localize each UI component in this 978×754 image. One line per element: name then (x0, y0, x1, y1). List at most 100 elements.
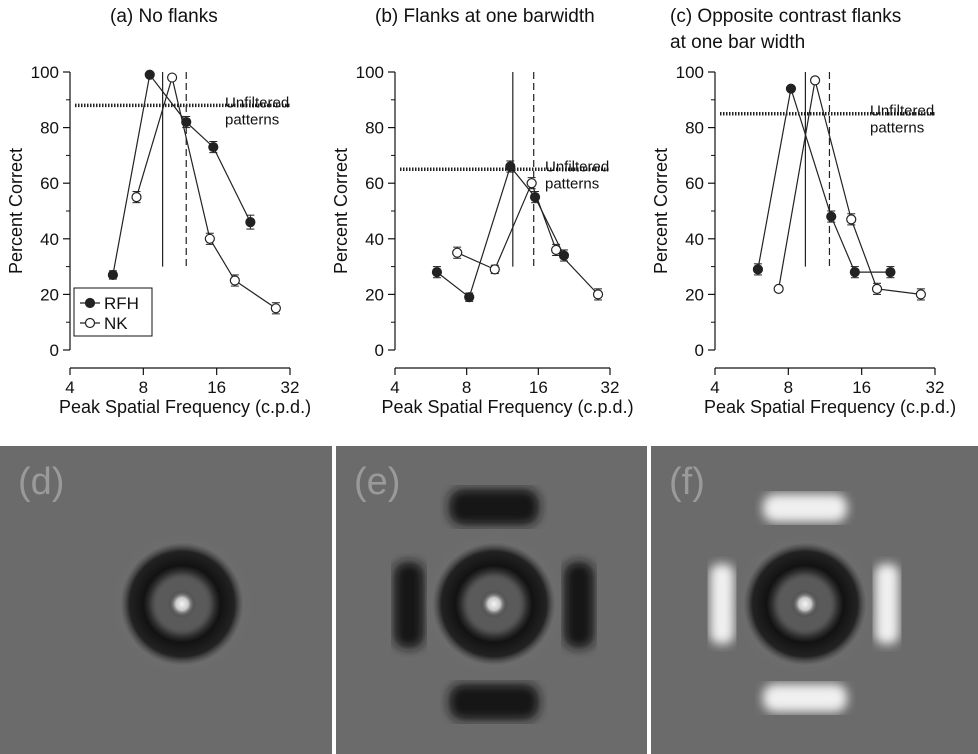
data-point-rfh (826, 211, 837, 222)
reference-label: patterns (545, 175, 599, 192)
y-tick-label: 0 (375, 341, 384, 360)
y-tick-label: 60 (365, 174, 384, 193)
x-axis-label: Peak Spatial Frequency (c.p.d.) (704, 397, 956, 417)
x-tick-label: 4 (710, 378, 719, 397)
flank-right (564, 562, 594, 648)
flank-right (875, 564, 899, 644)
data-point-rfh (752, 264, 763, 275)
data-point-nk (773, 283, 784, 294)
legend-entry-nk: NK (104, 314, 128, 333)
center-dot (791, 590, 819, 618)
y-tick-label: 20 (365, 285, 384, 304)
data-point-rfh (144, 69, 155, 80)
legend-marker (84, 317, 96, 329)
legend-marker (84, 297, 96, 309)
image-label: (f) (669, 461, 705, 503)
center-dot (480, 590, 508, 618)
data-point-rfh (464, 292, 475, 303)
y-tick-label: 0 (50, 341, 59, 360)
y-tick-label: 80 (40, 119, 59, 138)
data-point-nk (551, 244, 562, 256)
data-point-rfh (849, 267, 860, 278)
y-tick-label: 20 (40, 285, 59, 304)
data-point-rfh (505, 161, 516, 172)
y-tick-label: 40 (365, 230, 384, 249)
data-point-rfh (785, 83, 797, 94)
flank-top (763, 494, 847, 522)
chart-title: at one bar width (670, 32, 805, 53)
data-point-nk (167, 72, 178, 83)
y-tick-label: 40 (40, 230, 59, 249)
x-tick-label: 32 (601, 378, 620, 397)
y-tick-label: 0 (695, 341, 704, 360)
data-point-nk (229, 275, 240, 286)
legend-entry-rfh: RFH (104, 294, 139, 313)
data-point-rfh (431, 267, 443, 278)
reference-label: Unfiltered (225, 94, 289, 111)
legend-box (73, 287, 153, 337)
y-tick-label: 80 (365, 119, 384, 138)
data-point-rfh (208, 141, 219, 153)
image-panel-e: (e) (336, 446, 647, 754)
x-tick-label: 8 (139, 378, 148, 397)
reference-label: patterns (870, 120, 924, 137)
y-tick-label: 100 (356, 63, 384, 82)
data-point-rfh (107, 269, 118, 281)
chart-title: (b) Flanks at one barwidth (375, 6, 595, 27)
data-point-nk (915, 289, 926, 300)
center-dot (168, 590, 196, 618)
image-label: (d) (18, 461, 64, 503)
data-point-nk (452, 247, 463, 258)
y-tick-label: 60 (40, 174, 59, 193)
y-tick-label: 100 (676, 63, 704, 82)
data-point-nk (526, 178, 537, 189)
x-tick-label: 16 (852, 378, 871, 397)
images-svg: (d) (e) (f) (0, 446, 978, 754)
data-point-nk (846, 214, 857, 225)
x-tick-label: 32 (926, 378, 945, 397)
data-point-nk (131, 192, 142, 203)
y-axis-label: Percent Correct (331, 148, 351, 274)
y-axis-label: Percent Correct (651, 148, 671, 274)
x-tick-label: 8 (462, 378, 471, 397)
x-tick-label: 32 (281, 378, 300, 397)
reference-label: patterns (225, 111, 279, 128)
x-tick-label: 16 (529, 378, 548, 397)
image-label: (e) (354, 461, 400, 503)
y-tick-label: 80 (685, 119, 704, 138)
data-point-nk (871, 283, 883, 294)
chart-panel-2: (b) Flanks at one barwidth 0 20 40 60 80 100 4 8… (331, 6, 634, 417)
data-point-nk (809, 75, 821, 86)
y-tick-label: 60 (685, 174, 704, 193)
flank-left (394, 562, 424, 648)
chart-panel-3: (c) Opposite contrast flanks at one bar w… (651, 6, 956, 417)
x-tick-label: 4 (390, 378, 399, 397)
data-point-rfh (181, 116, 192, 128)
reference-label: Unfiltered (870, 103, 934, 120)
image-panel-f: (f) (651, 446, 978, 754)
flank-bottom (763, 684, 847, 712)
x-tick-label: 16 (207, 378, 226, 397)
chart-title: (a) No flanks (110, 6, 218, 27)
data-point-rfh (885, 267, 896, 278)
reference-label: Unfiltered (545, 158, 609, 175)
flank-left (710, 564, 734, 644)
chart-title: (c) Opposite contrast flanks (670, 6, 901, 27)
y-tick-label: 40 (685, 230, 704, 249)
x-tick-label: 8 (784, 378, 793, 397)
y-tick-label: 100 (31, 63, 59, 82)
x-tick-label: 4 (65, 378, 74, 397)
data-point-nk (270, 303, 281, 314)
x-axis-label: Peak Spatial Frequency (c.p.d.) (381, 397, 633, 417)
data-point-nk (592, 289, 604, 300)
flank-bottom (449, 684, 539, 720)
image-panel-d: (d) (0, 446, 332, 754)
x-axis-label: Peak Spatial Frequency (c.p.d.) (59, 397, 311, 417)
y-tick-label: 20 (685, 285, 704, 304)
series-line-nk (456, 181, 599, 295)
data-point-nk (489, 264, 500, 275)
